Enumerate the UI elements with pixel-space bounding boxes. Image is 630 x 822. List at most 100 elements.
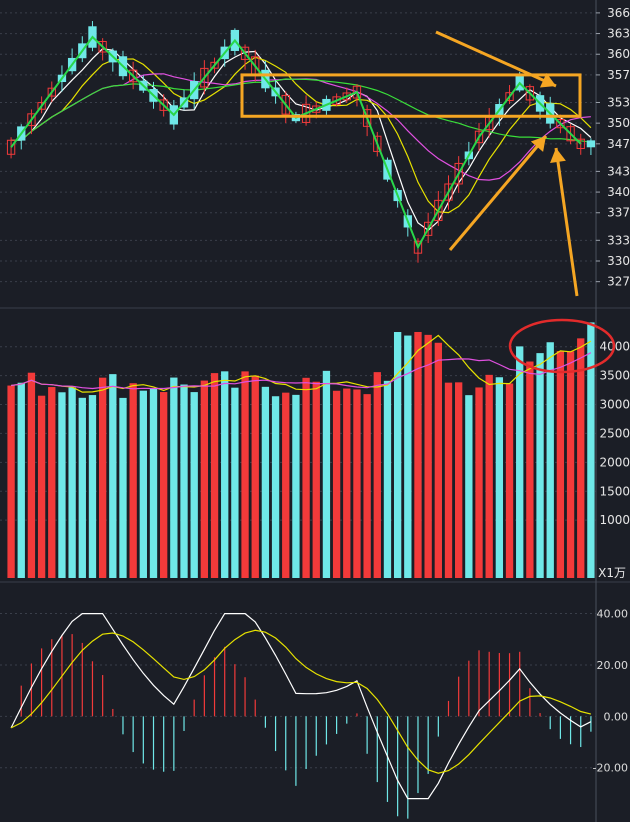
candle	[301, 95, 311, 126]
price-tick-label: 357	[607, 68, 630, 82]
volume-bar	[200, 380, 209, 578]
candle	[240, 44, 250, 70]
candle-body	[200, 67, 209, 88]
volume-bar	[292, 394, 300, 578]
volume-bar	[78, 397, 86, 578]
price-tick-label: 350	[607, 116, 630, 130]
volume-bar	[577, 338, 585, 578]
volume-bar	[363, 394, 371, 578]
macd-panel	[0, 613, 596, 819]
candle-body	[352, 85, 362, 99]
price-tick-label: 327	[607, 275, 630, 289]
ma-green-line	[11, 78, 591, 143]
candle-body	[37, 102, 46, 110]
price-tick-label: 343	[607, 164, 630, 178]
volume-bar	[98, 377, 107, 578]
arrow-head	[539, 72, 556, 88]
volume-bar	[546, 342, 554, 578]
price-tick-label: 347	[607, 137, 630, 151]
candle	[576, 133, 585, 155]
volume-bar	[485, 374, 493, 578]
volume-bar	[465, 395, 473, 578]
volume-bar	[160, 392, 168, 578]
arrow-shaft	[448, 135, 548, 251]
volume-bar	[119, 397, 127, 578]
volume-tick-label: 1500	[599, 484, 630, 498]
volume-bar	[424, 334, 432, 578]
volume-bar	[109, 374, 117, 578]
candle-body	[454, 162, 463, 185]
candle-body	[525, 86, 535, 101]
volume-bar	[129, 383, 137, 578]
volume-bar	[190, 392, 198, 578]
candle-body	[505, 92, 514, 102]
candle	[98, 38, 107, 61]
arrow-head	[530, 136, 546, 152]
volume-bar	[353, 389, 361, 578]
candle	[342, 87, 351, 103]
candle-body	[566, 126, 575, 142]
candle-body	[47, 87, 56, 97]
volume-bar	[180, 384, 188, 578]
macd-dea-line	[10, 629, 592, 774]
volume-tick-label: 2000	[599, 455, 630, 469]
candle-body	[98, 40, 107, 53]
volume-bar	[516, 346, 524, 578]
candle	[413, 238, 423, 263]
candle-body	[27, 113, 36, 127]
volume-bar	[434, 342, 442, 578]
volume-bar	[231, 387, 239, 578]
candle-body	[586, 140, 596, 148]
arrow-lower-left	[448, 135, 548, 251]
volume-bar	[261, 386, 270, 578]
volume-bar	[322, 370, 331, 578]
price-tick-label: 360	[607, 47, 630, 61]
volume-bar	[343, 388, 351, 578]
candle-body	[240, 46, 250, 60]
volume-bar	[58, 392, 66, 578]
volume-bar	[241, 371, 249, 578]
candle-body	[332, 96, 341, 105]
volume-bar	[312, 381, 320, 578]
candle-body	[434, 199, 443, 222]
candle-body	[556, 119, 565, 129]
volume-bar	[149, 388, 158, 578]
candle	[525, 84, 535, 106]
candle-body	[301, 103, 311, 123]
volume-bar	[221, 371, 229, 578]
candle-body	[128, 69, 138, 83]
price-tick-label: 337	[607, 206, 630, 220]
volume-unit-label: X1万	[598, 566, 626, 580]
candle-body	[159, 99, 168, 111]
candle	[6, 137, 16, 159]
macd-dif-line	[10, 613, 592, 800]
volume-bar	[332, 390, 341, 578]
volume-bar	[48, 387, 56, 578]
annotation-rectangle	[240, 73, 582, 118]
candle-body	[342, 92, 351, 101]
arrow-shaft	[435, 30, 557, 88]
volume-bar	[210, 373, 219, 578]
volume-bar	[566, 351, 575, 578]
volume-tick-label: 1000	[599, 513, 630, 527]
candle	[27, 109, 36, 135]
volume-bar	[170, 377, 178, 578]
volume-ma-magenta	[11, 352, 592, 390]
macd-tick-label: -20.00	[593, 762, 628, 775]
volume-bar	[505, 383, 514, 578]
volume-bar	[404, 335, 412, 578]
volume-ma-yellow	[11, 334, 592, 393]
volume-tick-label: 3500	[599, 369, 630, 383]
candle	[586, 138, 596, 155]
volume-tick-label: 3000	[599, 398, 630, 412]
volume-bar	[37, 395, 46, 578]
candle-body	[576, 138, 585, 149]
volume-bar	[383, 380, 392, 578]
volume-bar	[68, 387, 76, 578]
zigzag-line	[10, 35, 582, 250]
volume-bar	[88, 395, 97, 578]
candle	[352, 84, 362, 107]
ma-white-line	[11, 48, 592, 231]
